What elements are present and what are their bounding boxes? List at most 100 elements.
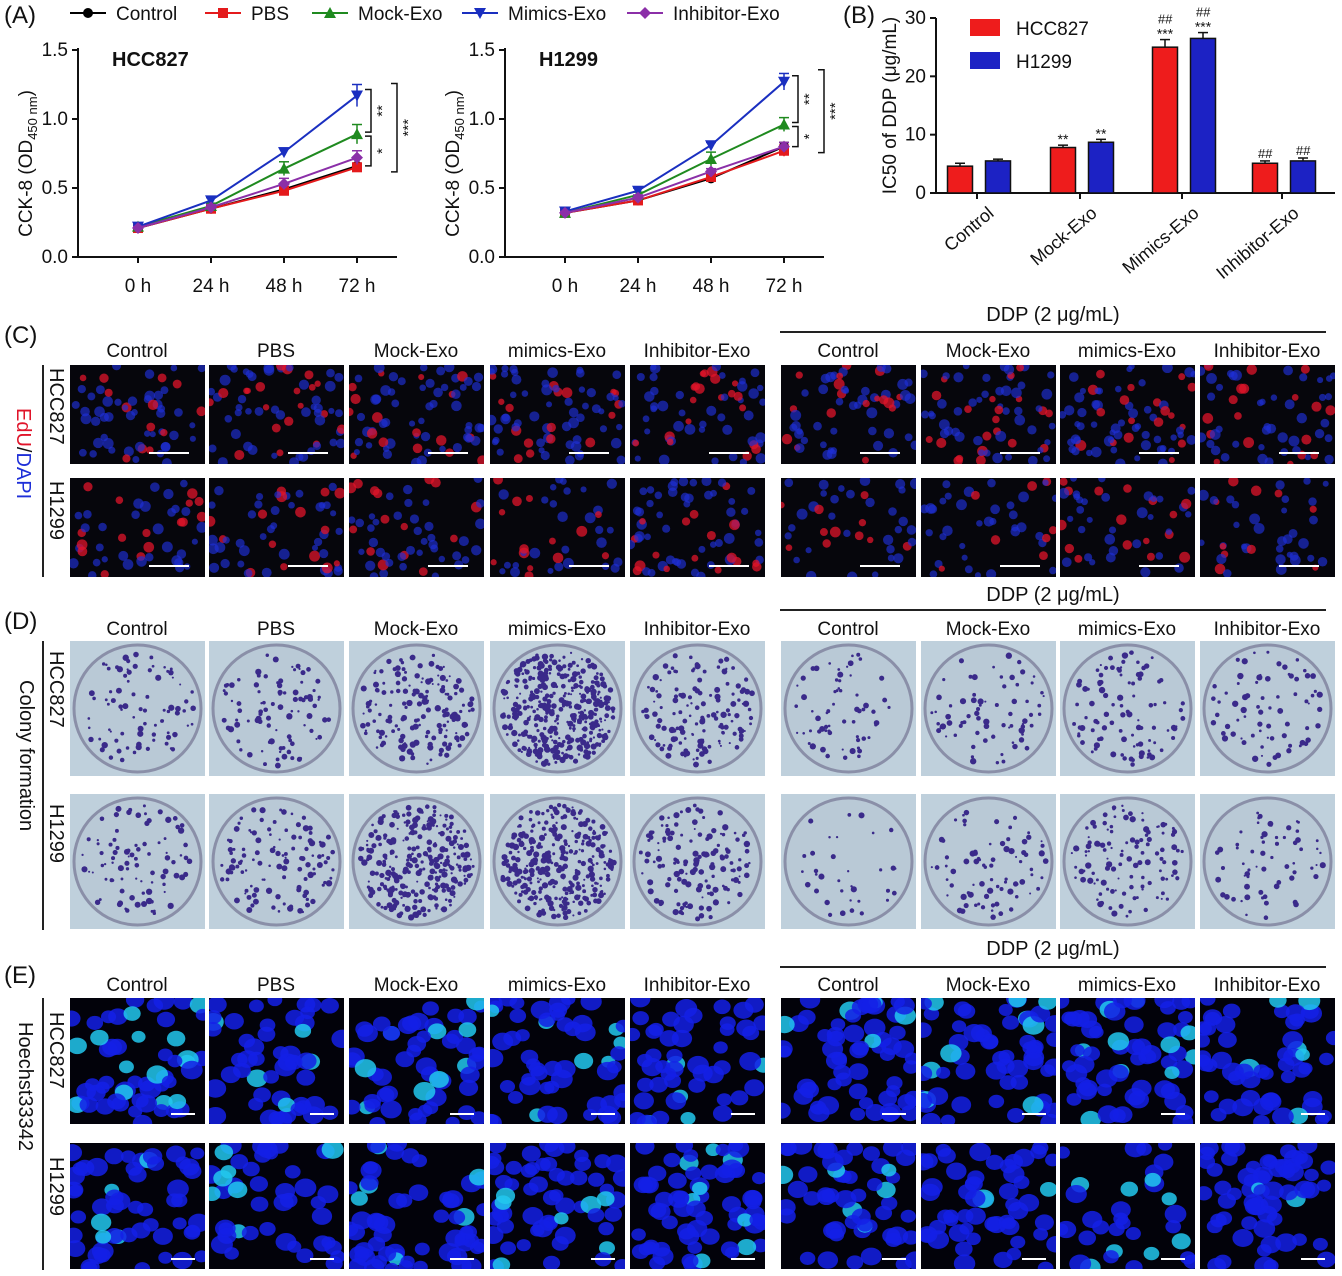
bar-hcc827 — [1049, 146, 1077, 194]
legend-marker — [218, 8, 228, 18]
panel-label-b: (B) — [843, 2, 875, 29]
bar-h1299 — [1087, 141, 1115, 194]
scale-bar — [450, 1113, 474, 1115]
y-axis-label: IC50 of DDP (μg/mL) — [880, 17, 901, 194]
colony-dish-image — [1200, 641, 1335, 776]
scale-bar — [709, 565, 749, 567]
row-label: H1299 — [45, 1157, 67, 1216]
legend-label: HCC827 — [1016, 19, 1089, 40]
legend-swatch — [970, 19, 1000, 36]
scale-bar — [591, 1258, 615, 1260]
legend-label: Control — [116, 4, 177, 25]
row-divider — [42, 998, 44, 1270]
d-col-label: Inhibitor-Exo — [643, 619, 751, 640]
hoechst-image — [630, 998, 765, 1124]
bracket — [365, 88, 372, 133]
colony-dish-image — [630, 794, 765, 929]
scale-bar — [1301, 1258, 1325, 1260]
panel-label-d: (D) — [4, 608, 38, 635]
e-col-label: Mock-Exo — [373, 975, 459, 996]
e-col-label: Control — [817, 975, 879, 996]
scale-bar — [171, 1113, 195, 1115]
scale-bar — [1139, 452, 1179, 454]
bar-h1299 — [984, 160, 1012, 194]
panel-label-e: (E) — [4, 962, 36, 989]
ddp-header: DDP (2 μg/mL) — [986, 304, 1120, 326]
y-tick-label: 10 — [905, 125, 926, 146]
scale-bar — [171, 1258, 195, 1260]
hash-label: ## — [1196, 5, 1211, 20]
x-tick-label: 0 h — [125, 276, 151, 297]
x-tick-label: Control — [940, 203, 997, 256]
series-mimics-exo — [132, 83, 363, 233]
scale-bar — [882, 1258, 906, 1260]
significance-label: *** — [1157, 26, 1174, 42]
row-divider — [42, 641, 44, 930]
data-point — [778, 140, 790, 153]
c-col-label: mimics-Exo — [1077, 341, 1177, 362]
scale-bar — [1000, 565, 1040, 567]
series-pbs — [133, 162, 362, 234]
dapi-label: DAPI — [12, 452, 34, 500]
edu-image — [1200, 478, 1335, 577]
c-col-label: Mock-Exo — [373, 341, 459, 362]
colony-dish-image — [349, 641, 484, 776]
legend-item-mock-exo: Mock-Exo — [312, 4, 442, 25]
d-col-label: Control — [817, 619, 879, 640]
ddp-divider — [780, 966, 1326, 968]
y-tick-label: 1.0 — [469, 109, 495, 130]
x-tick-label: 48 h — [266, 276, 303, 297]
data-point — [632, 185, 644, 197]
scale-bar — [428, 452, 468, 454]
scale-bar — [731, 1258, 755, 1260]
row-label: HCC827 — [45, 368, 67, 445]
hoechst-image — [70, 998, 205, 1124]
c-col-label: Mock-Exo — [945, 341, 1031, 362]
e-col-label: mimics-Exo — [1077, 975, 1177, 996]
ddp-header: DDP (2 μg/mL) — [986, 938, 1120, 960]
series-line — [137, 94, 358, 228]
y-tick-label: 1.5 — [42, 40, 68, 61]
edu-image — [490, 365, 625, 464]
x-tick-label: 72 h — [339, 276, 376, 297]
chart-title: H1299 — [539, 49, 598, 71]
scale-bar — [1161, 1258, 1185, 1260]
hoechst-image — [349, 1143, 484, 1269]
row-divider — [42, 365, 44, 577]
hash-label: ## — [1258, 146, 1273, 161]
data-point — [279, 185, 289, 196]
bar-hcc827 — [1151, 46, 1179, 194]
hoechst-label: Hoechst33342 — [14, 1022, 36, 1151]
edu-image — [921, 478, 1056, 577]
data-point — [351, 151, 363, 164]
e-col-label: mimics-Exo — [507, 975, 607, 996]
series-line — [564, 149, 785, 214]
data-point — [778, 76, 790, 88]
hoechst-image — [1060, 998, 1195, 1124]
e-col-label: Mock-Exo — [945, 975, 1031, 996]
data-point — [778, 118, 790, 130]
edu-image — [1060, 478, 1195, 577]
significance-label: ** — [1096, 125, 1107, 141]
line-chart-h1299: 0.0 0.5 1.0 1.5 0 h 24 h 48 h 72 h CCK-8 (OD450 … — [443, 40, 844, 297]
y-tick-label: 1.5 — [469, 40, 495, 61]
legend-label: PBS — [251, 4, 289, 25]
legend-label: Mimics-Exo — [508, 4, 606, 25]
y-tick-label: 20 — [905, 66, 926, 87]
y-tick-label: 0 — [915, 183, 926, 204]
significance-label: * — [374, 148, 391, 154]
x-tick-label: 48 h — [693, 276, 730, 297]
hoechst-image — [1200, 1143, 1335, 1269]
hoechst-image — [1200, 998, 1335, 1124]
c-col-label: mimics-Exo — [507, 341, 607, 362]
chart-title: HCC827 — [112, 49, 189, 71]
edu-image — [1060, 365, 1195, 464]
y-tick-label: 0.5 — [469, 178, 495, 199]
ddp-divider — [780, 609, 1326, 611]
e-col-label: Inhibitor-Exo — [643, 975, 751, 996]
series-inhibitor-exo — [559, 140, 790, 219]
scale-bar — [860, 565, 900, 567]
legend-item-hcc827: HCC827 — [970, 19, 1089, 40]
series-line — [137, 133, 358, 228]
series-mimics-exo — [559, 72, 790, 218]
